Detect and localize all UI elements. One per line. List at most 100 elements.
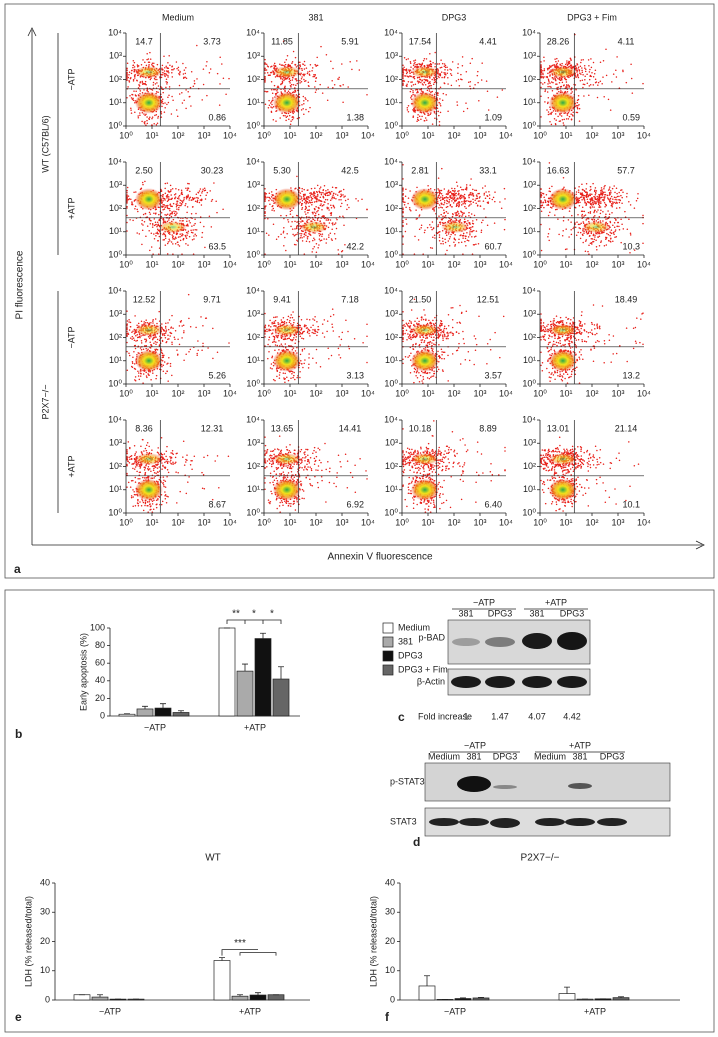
cell-dot: [167, 76, 169, 78]
cell-dot: [558, 233, 560, 236]
cell-dot: [335, 193, 337, 195]
cell-dot: [171, 187, 174, 190]
cell-dot: [570, 233, 573, 236]
cell-dot: [160, 349, 163, 352]
cell-dot: [414, 59, 417, 61]
cell-dot: [590, 238, 593, 240]
cell-dot: [421, 115, 423, 118]
cell-dot: [135, 191, 137, 193]
cell-dot: [429, 53, 431, 55]
cell-dot: [316, 64, 319, 67]
cell-dot: [408, 70, 411, 73]
cell-dot: [166, 66, 168, 69]
cell-dot: [446, 66, 448, 68]
cell-dot: [443, 201, 446, 204]
cell-dot: [177, 244, 179, 246]
cell-dot: [566, 114, 569, 116]
cell-dot: [180, 191, 183, 194]
cell-dot: [561, 118, 564, 121]
cell-dot: [409, 62, 412, 65]
cell-dot: [180, 189, 183, 192]
cell-dot: [322, 188, 325, 191]
cell-dot: [600, 187, 603, 189]
quadrant-value: 4.11: [618, 36, 635, 46]
cell-dot: [293, 234, 296, 237]
cell-dot: [621, 196, 623, 199]
panel-letter: a: [14, 562, 21, 576]
cell-dot: [616, 192, 618, 195]
cell-dot: [139, 112, 141, 114]
cell-dot: [347, 198, 349, 200]
cell-dot: [318, 200, 320, 202]
cell-dot: [436, 218, 439, 220]
cell-dot: [146, 53, 148, 55]
cell-dot: [281, 78, 284, 80]
cell-dot: [126, 207, 128, 209]
cell-dot: [163, 72, 166, 75]
cell-dot: [402, 211, 404, 213]
cell-dot: [409, 72, 411, 74]
cell-dot: [186, 206, 189, 208]
cell-dot: [344, 199, 347, 202]
cell-dot: [157, 117, 159, 119]
cell-dot: [600, 202, 602, 205]
cell-dot: [306, 209, 309, 212]
cell-dot: [301, 208, 303, 210]
cell-dot: [126, 67, 128, 70]
cell-dot: [191, 225, 193, 227]
cell-dot: [182, 238, 185, 241]
y-tick-label: 10⁰: [108, 120, 122, 130]
cell-dot: [633, 207, 636, 209]
cell-dot: [567, 219, 570, 221]
y-tick-label: 10¹: [247, 226, 260, 236]
cell-dot: [305, 67, 308, 69]
cell-dot: [187, 225, 189, 227]
cell-dot: [423, 231, 426, 234]
cell-dot: [318, 244, 320, 246]
cell-dot: [570, 113, 572, 115]
cell-dot: [423, 119, 426, 122]
column-header: DPG3: [442, 12, 467, 22]
cell-dot: [264, 208, 266, 210]
cell-dot: [410, 85, 413, 87]
quadrant-value: 33.1: [479, 165, 497, 175]
cell-dot: [423, 58, 426, 60]
cell-dot: [427, 185, 429, 187]
cell-dot: [436, 232, 439, 235]
cell-dot: [175, 205, 178, 208]
cell-dot: [160, 76, 163, 79]
cell-dot: [166, 83, 168, 85]
cell-dot: [472, 195, 475, 197]
x-tick-label: 10²: [447, 130, 460, 140]
cell-dot: [164, 205, 166, 207]
cell-dot: [160, 190, 163, 192]
cell-dot: [314, 86, 316, 88]
cell-dot: [137, 117, 140, 119]
cell-dot: [581, 194, 584, 197]
cell-dot: [171, 68, 173, 71]
cell-dot: [190, 213, 193, 215]
cell-dot: [186, 223, 189, 226]
cell-dot: [156, 78, 158, 81]
cell-dot: [440, 206, 442, 209]
cell-dot: [611, 201, 614, 203]
cell-dot: [566, 248, 568, 250]
cell-dot: [582, 221, 584, 223]
cell-dot: [330, 207, 333, 209]
cell-dot: [588, 65, 590, 67]
cell-dot: [184, 76, 186, 78]
cell-dot: [590, 188, 592, 191]
cell-dot: [457, 72, 459, 74]
cell-dot: [602, 196, 604, 198]
x-tick-label: 10²: [171, 259, 184, 269]
cell-dot: [585, 191, 588, 193]
cell-dot: [149, 116, 151, 119]
cell-dot: [469, 184, 471, 186]
cell-dot: [164, 74, 166, 76]
cell-dot: [190, 199, 193, 201]
cell-dot: [581, 213, 584, 216]
cell-dot: [323, 193, 325, 195]
cell-dot: [402, 192, 404, 195]
cell-dot: [466, 107, 469, 110]
cell-dot: [418, 81, 421, 83]
